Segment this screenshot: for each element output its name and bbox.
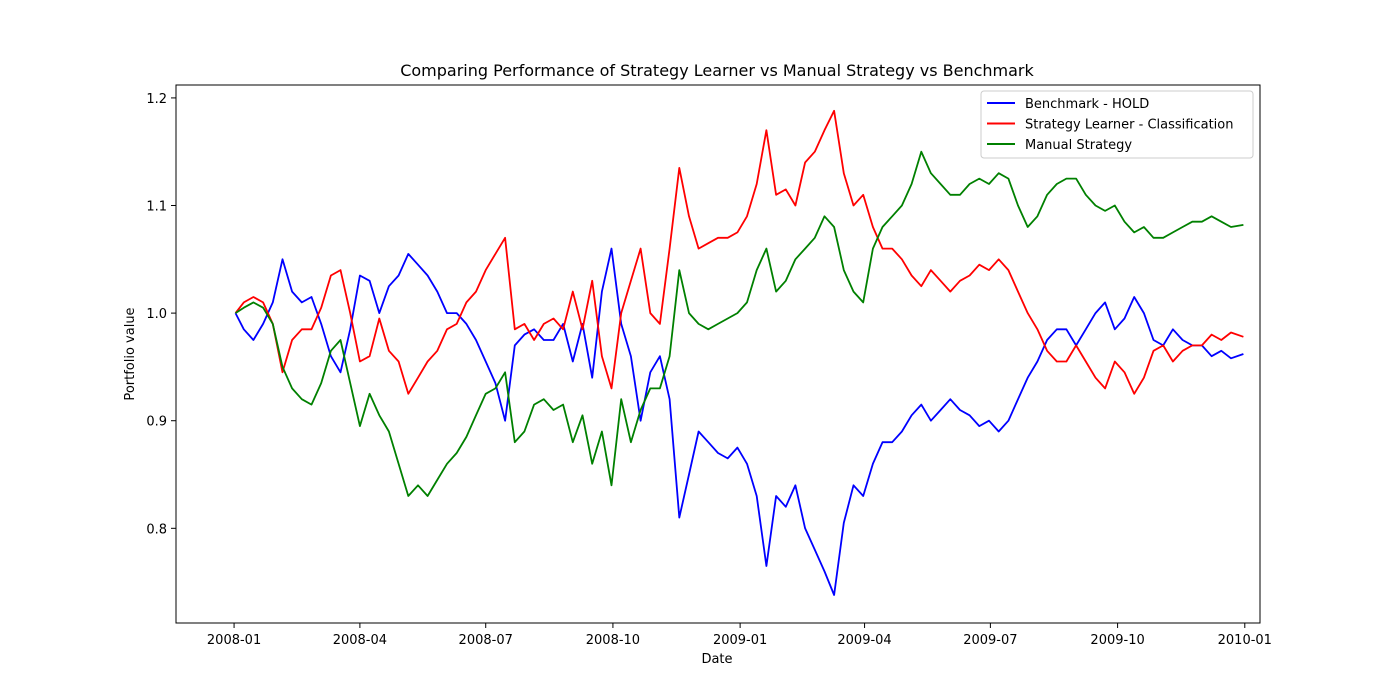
series-line-0 (234, 247, 1244, 596)
x-tick-label: 2009-07 (963, 633, 1017, 648)
x-tick-label: 2009-01 (713, 633, 767, 648)
y-tick-label: 0.8 (146, 522, 167, 537)
chart-title: Comparing Performance of Strategy Learne… (400, 61, 1034, 80)
x-tick-label: 2009-04 (837, 633, 891, 648)
y-axis-title: Portfolio value (123, 307, 138, 400)
y-tick-label: 1.0 (146, 307, 167, 322)
plot-frame (175, 84, 1261, 624)
y-tick-label: 1.1 (146, 200, 167, 215)
series-lines (234, 109, 1244, 596)
y-tick-label: 1.2 (146, 92, 167, 107)
x-tick-label: 2008-10 (586, 633, 640, 648)
x-tick-label: 2008-04 (333, 633, 387, 648)
x-tick-label: 2010-01 (1218, 633, 1272, 648)
legend-label-0: Benchmark - HOLD (1025, 97, 1149, 112)
legend-label-1: Strategy Learner - Classification (1025, 118, 1233, 133)
legend-label-2: Manual Strategy (1025, 138, 1132, 153)
x-tick-label: 2009-10 (1090, 633, 1144, 648)
y-axis: 0.8 0.9 1.0 1.1 1.2 (146, 92, 176, 537)
y-tick-label: 0.9 (146, 415, 167, 430)
x-tick-label: 2008-01 (207, 633, 261, 648)
series-line-1 (234, 109, 1244, 395)
legend-box (980, 90, 1254, 159)
series-line-2 (235, 150, 1244, 497)
x-axis-title: Date (701, 652, 732, 667)
plot-area (176, 85, 1260, 623)
legend: Benchmark - HOLD Strategy Learner - Class… (980, 90, 1254, 159)
x-axis: 2008-01 2008-04 2008-07 2008-10 2009-01 2009-… (207, 623, 1272, 648)
x-tick-label: 2008-07 (459, 633, 513, 648)
